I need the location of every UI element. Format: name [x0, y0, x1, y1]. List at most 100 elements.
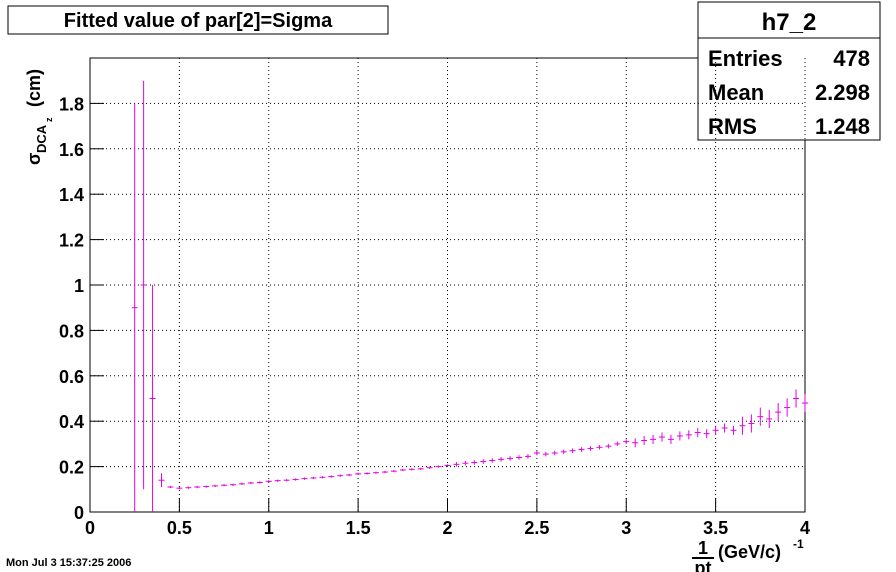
error-point [149, 285, 156, 512]
error-point [623, 439, 630, 444]
y-tick-label: 1.6 [59, 140, 84, 160]
x-axis-label: 1 pt (GeV/c) -1 [692, 537, 804, 572]
error-point [265, 480, 272, 483]
error-point [542, 451, 549, 457]
error-point [480, 459, 487, 464]
error-point [355, 472, 362, 475]
x-tick-label: 2 [442, 518, 452, 538]
y-label-unit: (cm) [24, 69, 44, 107]
x-tick-label: 3 [621, 518, 631, 538]
error-point [516, 455, 522, 460]
error-point [256, 481, 263, 484]
stats-value: 478 [833, 46, 870, 71]
error-point [328, 475, 335, 478]
x-tick-label: 2.5 [524, 518, 549, 538]
error-point [560, 449, 567, 455]
error-point [212, 484, 219, 488]
x-label-power: -1 [793, 537, 804, 551]
error-point [435, 465, 442, 468]
error-point [748, 414, 755, 433]
error-point [426, 466, 433, 469]
y-tick-label: 0.6 [59, 367, 84, 387]
y-axis-label: σ DCA z (cm) [24, 69, 54, 165]
y-tick-label: 1.4 [59, 185, 84, 205]
error-point [605, 443, 612, 449]
error-point [176, 487, 183, 490]
error-point [569, 448, 576, 453]
stats-label: Entries [708, 46, 783, 71]
error-point [596, 445, 603, 450]
y-tick-label: 0.2 [59, 458, 84, 478]
error-point [364, 472, 371, 475]
error-point [712, 425, 719, 435]
error-point [238, 482, 245, 485]
error-point [292, 478, 299, 481]
y-tick-label: 0.4 [59, 412, 84, 432]
error-point [158, 473, 165, 488]
error-point [390, 470, 397, 473]
error-point [319, 476, 326, 479]
error-point [140, 80, 147, 490]
error-point [373, 471, 379, 474]
error-point [676, 431, 683, 441]
error-point [444, 464, 451, 467]
error-point [659, 432, 665, 442]
y-tick-label: 1.2 [59, 231, 84, 251]
error-point [721, 423, 728, 433]
error-point [587, 446, 594, 451]
error-point [453, 462, 460, 467]
error-point [524, 454, 531, 459]
error-point [417, 467, 424, 471]
error-point [667, 434, 674, 444]
y-label-symbol: σ [24, 153, 44, 165]
error-point [283, 479, 290, 482]
y-tick-label: 0.8 [59, 321, 84, 341]
error-point [346, 473, 353, 477]
error-point [784, 398, 791, 417]
error-point [230, 483, 236, 486]
error-point [310, 476, 317, 480]
x-tick-label: 4 [800, 518, 810, 538]
error-point [578, 447, 585, 452]
title-box [7, 5, 389, 35]
error-point [614, 441, 621, 447]
error-point [507, 456, 514, 461]
date: Mon Jul 3 15:37:25 2006 [6, 557, 131, 569]
x-tick-label: 1 [264, 518, 274, 538]
error-point [533, 450, 540, 456]
x-label-numerator: 1 [698, 538, 708, 558]
x-tick-label: 3.5 [703, 518, 728, 538]
error-point [739, 416, 746, 435]
error-point [650, 434, 657, 444]
error-point [703, 429, 710, 439]
error-point [730, 425, 737, 435]
error-point [471, 460, 478, 465]
error-point [632, 438, 639, 448]
stats-title: h7_2 [762, 9, 817, 36]
stats-box: h7_2 [697, 1, 881, 141]
y-tick-label: 1 [74, 276, 84, 296]
error-point [551, 450, 558, 456]
y-label-subsub: z [44, 117, 54, 122]
error-point [685, 430, 692, 440]
stats-value: 1.248 [815, 114, 870, 139]
chart-title: Fitted value of par[2]=Sigma [64, 10, 333, 32]
y-tick-label: 0 [74, 503, 84, 523]
error-point [802, 393, 808, 413]
error-point [167, 485, 174, 489]
error-point [408, 468, 415, 471]
error-point [462, 460, 469, 466]
x-label-unit: (GeV/c) [718, 542, 781, 562]
error-point [766, 409, 773, 429]
y-label-sub: DCA [34, 124, 49, 153]
error-point [185, 486, 192, 489]
x-label-denominator: pt [695, 558, 712, 572]
error-point [301, 477, 308, 480]
y-tick-label: 1.8 [59, 94, 84, 114]
stats-value: 2.298 [815, 80, 870, 105]
error-point [498, 457, 505, 462]
error-point [793, 389, 800, 408]
error-point [203, 485, 210, 488]
error-point [194, 485, 201, 489]
